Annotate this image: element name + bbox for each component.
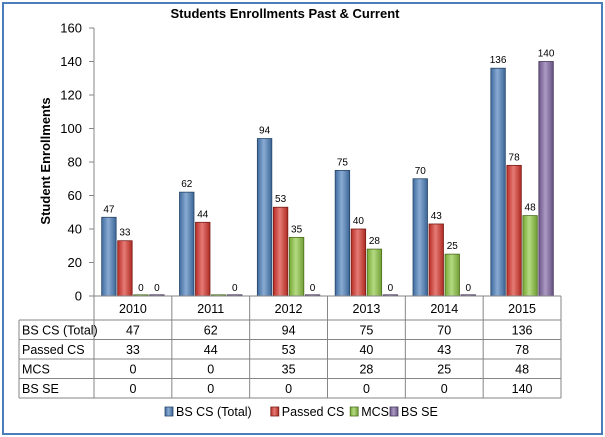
y-tick-label: 60 xyxy=(68,188,82,203)
data-label: 75 xyxy=(337,157,349,168)
table-cell: 94 xyxy=(282,324,296,338)
legend-swatch xyxy=(389,406,399,417)
x-tick-label: 2010 xyxy=(119,302,147,316)
table-cell: 0 xyxy=(363,382,370,396)
bar-bs-cs-total-2010 xyxy=(101,216,117,297)
bar-bs-cs-total-2011 xyxy=(179,191,195,297)
table-cell: 0 xyxy=(441,382,448,396)
table-cell: 40 xyxy=(359,343,373,357)
data-label: 0 xyxy=(388,283,394,294)
x-tick-label: 2011 xyxy=(197,302,224,316)
table-cell: 0 xyxy=(129,382,136,396)
y-tick-label: 160 xyxy=(60,21,82,36)
table-cell: 0 xyxy=(129,363,136,377)
data-label: 48 xyxy=(525,203,537,214)
y-tick-label: 40 xyxy=(68,222,82,237)
data-label: 40 xyxy=(353,216,365,227)
data-label: 43 xyxy=(431,211,443,222)
bar-passed-cs-2011 xyxy=(195,221,211,297)
table-row-label: Passed CS xyxy=(22,343,85,357)
table-cell: 75 xyxy=(359,324,373,338)
table-row-label: BS SE xyxy=(22,382,59,396)
data-label: 0 xyxy=(465,283,471,294)
data-label: 53 xyxy=(275,194,287,205)
legend: BS CS (Total) Passed CS MCS BS SE xyxy=(164,405,438,419)
bar-bs-cs-total-2013 xyxy=(334,169,351,297)
bar-passed-cs-2015 xyxy=(506,164,522,297)
data-label: 33 xyxy=(119,228,131,239)
legend-swatch xyxy=(349,406,359,417)
data-label: 0 xyxy=(310,283,316,294)
table-cell: 44 xyxy=(204,343,218,357)
legend-swatch xyxy=(164,406,174,417)
table-cell: 25 xyxy=(437,363,451,377)
legend-swatch xyxy=(270,406,280,417)
y-axis-label: Student Enrollments xyxy=(38,97,53,224)
data-label: 28 xyxy=(369,236,381,247)
data-label: 78 xyxy=(509,152,521,163)
x-tick-label: 2015 xyxy=(508,302,536,316)
y-tick-label: 120 xyxy=(60,88,82,103)
table-cell: 33 xyxy=(126,343,140,357)
table-cell: 62 xyxy=(204,324,218,338)
bar-mcs-2014 xyxy=(444,253,460,297)
bar-passed-cs-2010 xyxy=(117,240,133,297)
table-cell: 47 xyxy=(126,324,140,338)
bar-mcs-2015 xyxy=(522,215,538,297)
data-label: 47 xyxy=(103,204,115,215)
data-label: 70 xyxy=(415,166,427,177)
bar-mcs-2013 xyxy=(366,248,383,297)
data-label: 0 xyxy=(138,283,144,294)
x-tick-label: 2014 xyxy=(430,302,458,316)
data-label: 35 xyxy=(291,224,303,235)
data-label: 62 xyxy=(181,179,193,190)
y-tick-label: 80 xyxy=(68,155,82,170)
table-cell: 48 xyxy=(515,363,529,377)
y-tick-label: 100 xyxy=(60,121,82,136)
table-cell: 136 xyxy=(512,324,533,338)
bar-bs-cs-total-2012 xyxy=(256,138,273,297)
bar-bs-se-2015 xyxy=(538,61,554,297)
legend-label: BS CS (Total) xyxy=(176,405,252,419)
table-cell: 70 xyxy=(437,324,451,338)
x-tick-label: 2012 xyxy=(275,302,303,316)
table-cell: 78 xyxy=(515,343,529,357)
y-tick-label: 0 xyxy=(75,289,82,304)
table-cell: 53 xyxy=(282,343,296,357)
data-label: 140 xyxy=(538,49,555,60)
data-label: 0 xyxy=(232,283,238,294)
chart-title: Students Enrollments Past & Current xyxy=(171,6,401,21)
table-cell: 140 xyxy=(512,382,533,396)
y-tick-label: 20 xyxy=(68,255,82,270)
bar-bs-cs-total-2014 xyxy=(412,178,428,297)
table-cell: 0 xyxy=(207,382,214,396)
table-cell: 35 xyxy=(282,363,296,377)
data-label: 136 xyxy=(490,55,507,66)
legend-label: Passed CS xyxy=(282,405,345,419)
table-cell: 28 xyxy=(359,363,373,377)
data-table: 2010 2011 2012 2013 2014 2015 BS CS (Total) 47 6… xyxy=(18,295,562,399)
data-label: 25 xyxy=(447,241,459,252)
bar-bs-cs-total-2015 xyxy=(490,67,506,297)
data-label: 44 xyxy=(197,209,209,220)
table-cell: 0 xyxy=(207,363,214,377)
bar-passed-cs-2014 xyxy=(428,223,444,297)
legend-label: BS SE xyxy=(401,405,438,419)
table-cell: 43 xyxy=(437,343,451,357)
bar-passed-cs-2012 xyxy=(272,206,289,297)
data-label: 0 xyxy=(154,283,160,294)
data-label: 94 xyxy=(259,126,271,137)
x-tick-label: 2013 xyxy=(353,302,381,316)
legend-label: MCS xyxy=(361,405,389,419)
table-row-label: MCS xyxy=(22,363,50,377)
table-cell: 0 xyxy=(285,382,292,396)
bar-passed-cs-2013 xyxy=(350,228,367,297)
table-row-label: BS CS (Total) xyxy=(22,324,98,338)
bar-mcs-2012 xyxy=(288,236,305,297)
y-tick-label: 140 xyxy=(60,54,82,69)
